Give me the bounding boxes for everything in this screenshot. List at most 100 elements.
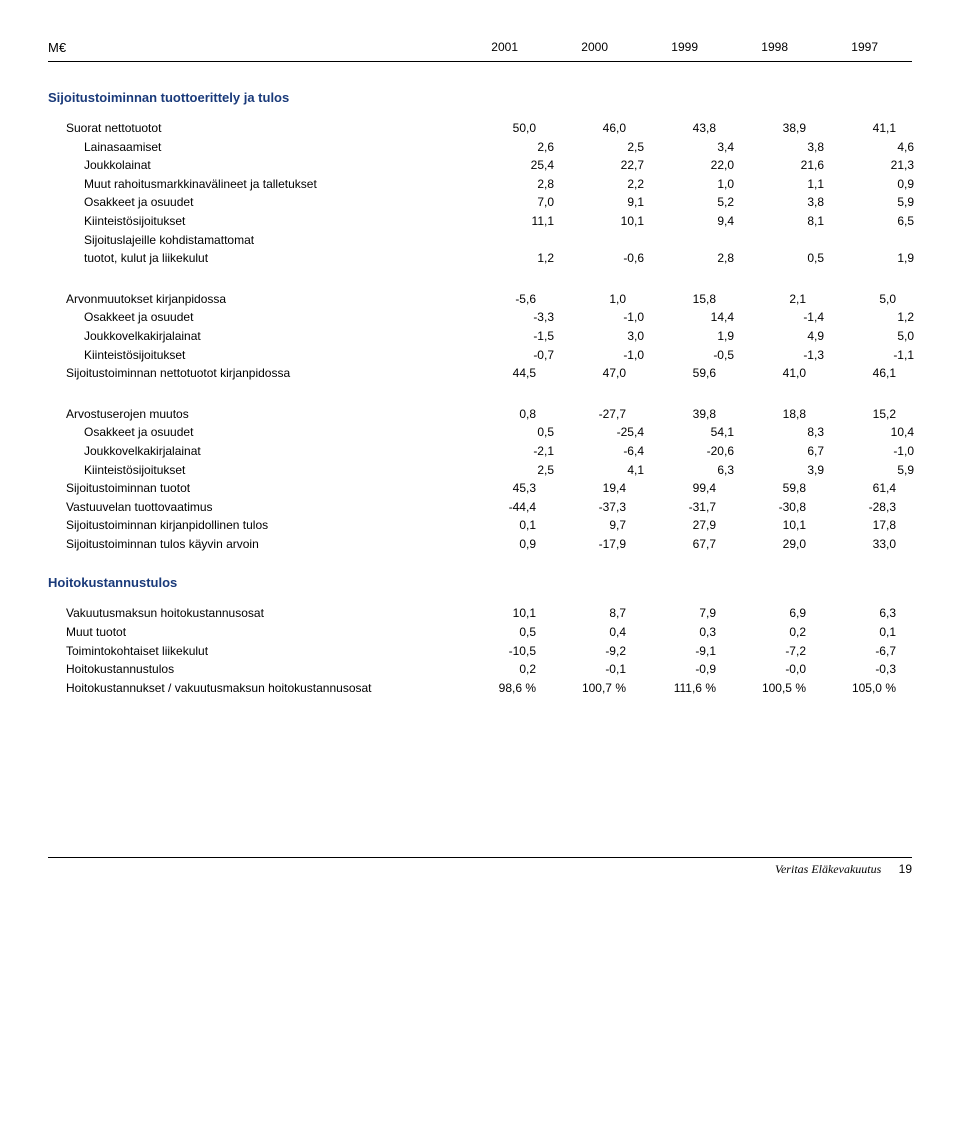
row-value: -6,4 bbox=[554, 442, 644, 461]
row-value: -1,0 bbox=[554, 346, 644, 365]
row-value: 41,1 bbox=[806, 119, 896, 138]
row-value: 50,0 bbox=[446, 119, 536, 138]
row-value: 10,1 bbox=[446, 604, 536, 623]
row-value: -0,7 bbox=[464, 346, 554, 365]
row-value: 2,8 bbox=[464, 175, 554, 194]
row-value: 3,0 bbox=[554, 327, 644, 346]
row-value: 3,8 bbox=[734, 138, 824, 157]
row-value: 39,8 bbox=[626, 405, 716, 424]
row-value: 1,0 bbox=[536, 290, 626, 309]
row-value: 1,2 bbox=[464, 249, 554, 268]
row-value: 17,8 bbox=[806, 516, 896, 535]
row-group: Vakuutusmaksun hoitokustannusosat10,18,7… bbox=[48, 604, 912, 697]
row-value: -0,0 bbox=[716, 660, 806, 679]
row-value: 99,4 bbox=[626, 479, 716, 498]
unit-label: M€ bbox=[48, 40, 428, 55]
row-value: -25,4 bbox=[554, 423, 644, 442]
row-value: -1,0 bbox=[554, 308, 644, 327]
row-value: -10,5 bbox=[446, 642, 536, 661]
row-label: Muut rahoitusmarkkinavälineet ja talletu… bbox=[48, 175, 464, 194]
row-value: 0,2 bbox=[716, 623, 806, 642]
row-value: 27,9 bbox=[626, 516, 716, 535]
table-row: Vastuuvelan tuottovaatimus-44,4-37,3-31,… bbox=[48, 498, 912, 517]
row-value: -2,1 bbox=[464, 442, 554, 461]
row-value: 41,0 bbox=[716, 364, 806, 383]
table-row: Muut rahoitusmarkkinavälineet ja talletu… bbox=[48, 175, 912, 194]
row-value: 9,1 bbox=[554, 193, 644, 212]
row-label: Hoitokustannustulos bbox=[48, 660, 446, 679]
row-value: 0,1 bbox=[806, 623, 896, 642]
row-value: 43,8 bbox=[626, 119, 716, 138]
table-row: Muut tuotot0,50,40,30,20,1 bbox=[48, 623, 912, 642]
row-label: Kiinteistösijoitukset bbox=[48, 461, 464, 480]
row-value: 22,7 bbox=[554, 156, 644, 175]
row-value: 25,4 bbox=[464, 156, 554, 175]
row-value: 105,0 % bbox=[806, 679, 896, 698]
table-row: Kiinteistösijoitukset-0,7-1,0-0,5-1,3-1,… bbox=[48, 346, 912, 365]
row-label: Sijoitustoiminnan kirjanpidollinen tulos bbox=[48, 516, 446, 535]
row-value: 111,6 % bbox=[626, 679, 716, 698]
row-value: 47,0 bbox=[536, 364, 626, 383]
row-value: -17,9 bbox=[536, 535, 626, 554]
table-row: Sijoitustoiminnan kirjanpidollinen tulos… bbox=[48, 516, 912, 535]
row-value: 0,3 bbox=[626, 623, 716, 642]
row-value: -9,2 bbox=[536, 642, 626, 661]
row-value: 10,4 bbox=[824, 423, 914, 442]
row-label: Vakuutusmaksun hoitokustannusosat bbox=[48, 604, 446, 623]
row-label: Suorat nettotuotot bbox=[48, 119, 446, 138]
row-value: -9,1 bbox=[626, 642, 716, 661]
table-row: Lainasaamiset2,62,53,43,84,6 bbox=[48, 138, 912, 157]
table-row: Sijoitustoiminnan tulos käyvin arvoin0,9… bbox=[48, 535, 912, 554]
row-value: -28,3 bbox=[806, 498, 896, 517]
row-value: 0,1 bbox=[446, 516, 536, 535]
row-value: 0,4 bbox=[536, 623, 626, 642]
row-value: 2,8 bbox=[644, 249, 734, 268]
table-row: Osakkeet ja osuudet-3,3-1,014,4-1,41,2 bbox=[48, 308, 912, 327]
section-title: Hoitokustannustulos bbox=[48, 575, 912, 590]
table-row: Sijoitustoiminnan nettotuotot kirjanpido… bbox=[48, 364, 912, 383]
row-label: Sijoitustoiminnan nettotuotot kirjanpido… bbox=[48, 364, 446, 383]
row-value: -31,7 bbox=[626, 498, 716, 517]
row-value: 21,3 bbox=[824, 156, 914, 175]
row-value: 33,0 bbox=[806, 535, 896, 554]
row-value: 15,8 bbox=[626, 290, 716, 309]
row-value: 5,0 bbox=[824, 327, 914, 346]
row-value: -1,5 bbox=[464, 327, 554, 346]
row-value: 6,5 bbox=[824, 212, 914, 231]
table-header: M€ 2001 2000 1999 1998 1997 bbox=[48, 40, 912, 62]
row-label: Toimintokohtaiset liikekulut bbox=[48, 642, 446, 661]
row-label: Kiinteistösijoitukset bbox=[48, 346, 464, 365]
row-label: Arvonmuutokset kirjanpidossa bbox=[48, 290, 446, 309]
row-value: 100,7 % bbox=[536, 679, 626, 698]
row-label: Joukkolainat bbox=[48, 156, 464, 175]
row-label: Joukkovelkakirjalainat bbox=[48, 442, 464, 461]
table-row: Hoitokustannustulos0,2-0,1-0,9-0,0-0,3 bbox=[48, 660, 912, 679]
row-value: -7,2 bbox=[716, 642, 806, 661]
row-value: 5,9 bbox=[824, 461, 914, 480]
table-row: Joukkovelkakirjalainat-2,1-6,4-20,66,7-1… bbox=[48, 442, 912, 461]
row-value: 6,7 bbox=[734, 442, 824, 461]
row-value: 38,9 bbox=[716, 119, 806, 138]
row-value: -1,0 bbox=[824, 442, 914, 461]
year-col-2: 1999 bbox=[608, 40, 698, 55]
row-group: Arvonmuutokset kirjanpidossa-5,61,015,82… bbox=[48, 290, 912, 383]
row-value: -0,1 bbox=[536, 660, 626, 679]
row-value: 61,4 bbox=[806, 479, 896, 498]
row-label: Hoitokustannukset / vakuutusmaksun hoito… bbox=[48, 679, 446, 698]
row-value: -27,7 bbox=[536, 405, 626, 424]
section-title: Sijoitustoiminnan tuottoerittely ja tulo… bbox=[48, 90, 912, 105]
row-value: -37,3 bbox=[536, 498, 626, 517]
row-value bbox=[644, 231, 734, 250]
row-label: Arvostuserojen muutos bbox=[48, 405, 446, 424]
row-label: Sijoituslajeille kohdistamattomat bbox=[48, 231, 464, 250]
row-value: -0,6 bbox=[554, 249, 644, 268]
row-label: Lainasaamiset bbox=[48, 138, 464, 157]
row-value: 9,7 bbox=[536, 516, 626, 535]
row-label: tuotot, kulut ja liikekulut bbox=[48, 249, 464, 268]
row-label: Kiinteistösijoitukset bbox=[48, 212, 464, 231]
row-value: 3,9 bbox=[734, 461, 824, 480]
row-value: 46,1 bbox=[806, 364, 896, 383]
row-value: 6,3 bbox=[644, 461, 734, 480]
row-value: 4,1 bbox=[554, 461, 644, 480]
row-value: 2,2 bbox=[554, 175, 644, 194]
